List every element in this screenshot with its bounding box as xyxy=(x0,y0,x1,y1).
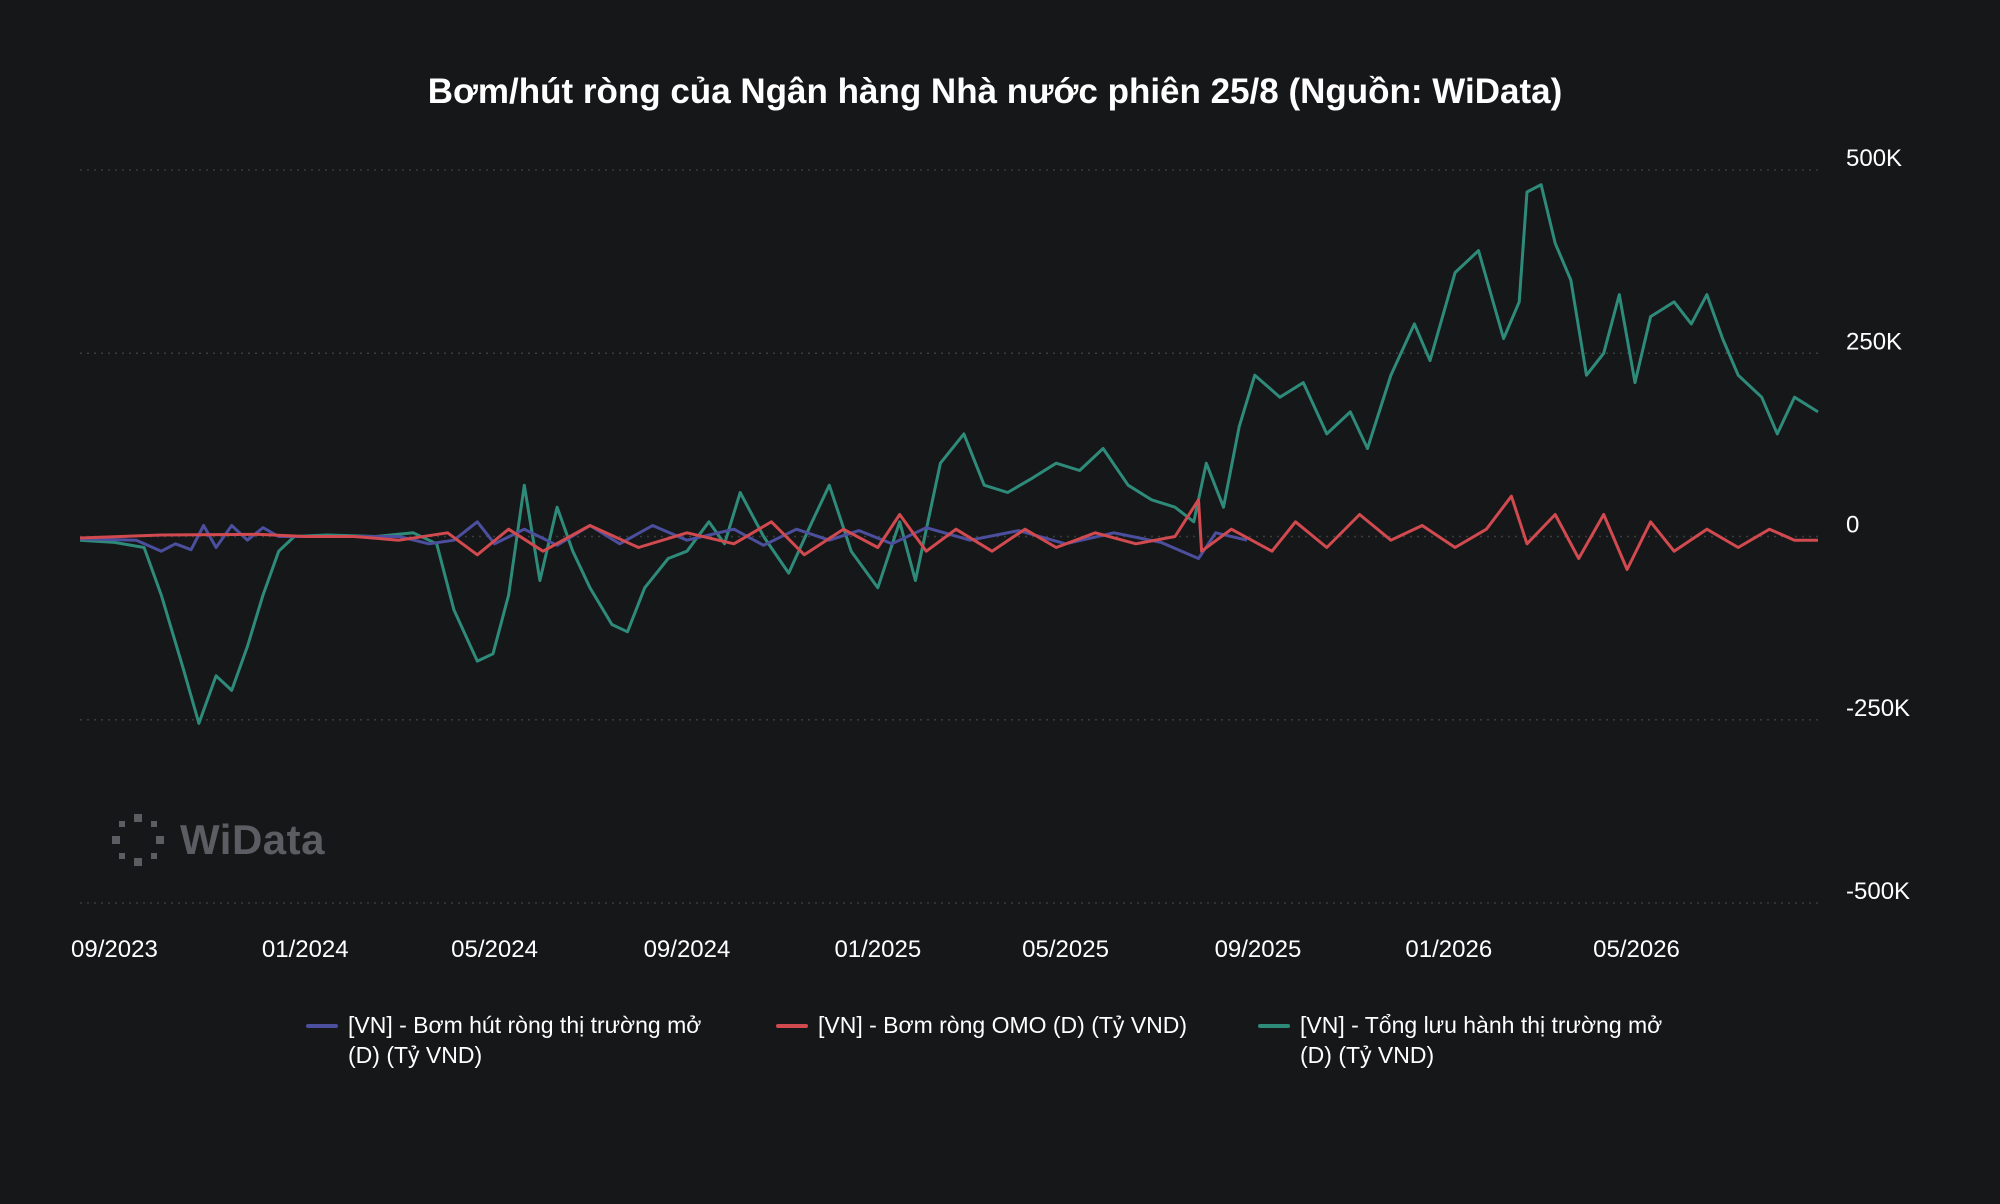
legend-item-bom-rong-omo[interactable]: [VN] - Bơm ròng OMO (D) (Tỷ VND) xyxy=(776,1010,1187,1040)
y-axis: 500K 250K 0 -250K -500K xyxy=(1846,145,1910,905)
x-tick-label: 01/2025 xyxy=(834,936,921,963)
legend-label: [VN] - Bơm hút ròng thị trường mở (D) (T… xyxy=(348,1012,702,1068)
dots-ring-icon xyxy=(112,814,164,866)
grid xyxy=(80,169,1818,904)
x-tick-label: 05/2024 xyxy=(451,936,538,963)
x-tick-label: 01/2026 xyxy=(1405,936,1492,963)
series-line-2[interactable] xyxy=(79,183,1819,725)
x-tick-label: 09/2023 xyxy=(71,936,158,963)
chart-title: Bơm/hút ròng của Ngân hàng Nhà nước phiê… xyxy=(427,72,1563,111)
y-tick-label: -500K xyxy=(1846,878,1910,905)
legend-swatch xyxy=(776,1024,808,1028)
series-layer xyxy=(79,183,1819,725)
legend-label: [VN] - Bơm ròng OMO (D) (Tỷ VND) xyxy=(818,1012,1188,1038)
x-tick-label: 09/2025 xyxy=(1215,936,1302,963)
legend-label: [VN] - Tổng lưu hành thị trường mở (D) (… xyxy=(1300,1012,1663,1068)
x-tick-label: 01/2024 xyxy=(262,936,349,963)
watermark-text: WiData xyxy=(180,816,325,863)
legend: [VN] - Bơm hút ròng thị trường mở (D) (T… xyxy=(0,1010,2000,1090)
series-line-1[interactable] xyxy=(79,494,1818,571)
legend-swatch xyxy=(1258,1024,1290,1028)
x-axis: 09/2023 01/2024 05/2024 09/2024 01/2025 05/20… xyxy=(71,936,1680,963)
legend-item-bom-hut-rong[interactable]: [VN] - Bơm hút ròng thị trường mở (D) (T… xyxy=(306,1010,701,1070)
x-tick-label: 09/2024 xyxy=(644,936,731,963)
y-tick-label: -250K xyxy=(1846,695,1910,722)
x-tick-label: 05/2025 xyxy=(1022,936,1109,963)
y-tick-label: 250K xyxy=(1846,328,1902,355)
legend-item-tong-luu-hanh[interactable]: [VN] - Tổng lưu hành thị trường mở (D) (… xyxy=(1258,1010,1662,1070)
watermark: WiData xyxy=(110,812,325,868)
legend-swatch xyxy=(306,1024,338,1028)
y-tick-label: 500K xyxy=(1846,145,1902,172)
y-tick-label: 0 xyxy=(1846,512,1859,539)
x-tick-label: 05/2026 xyxy=(1593,936,1680,963)
